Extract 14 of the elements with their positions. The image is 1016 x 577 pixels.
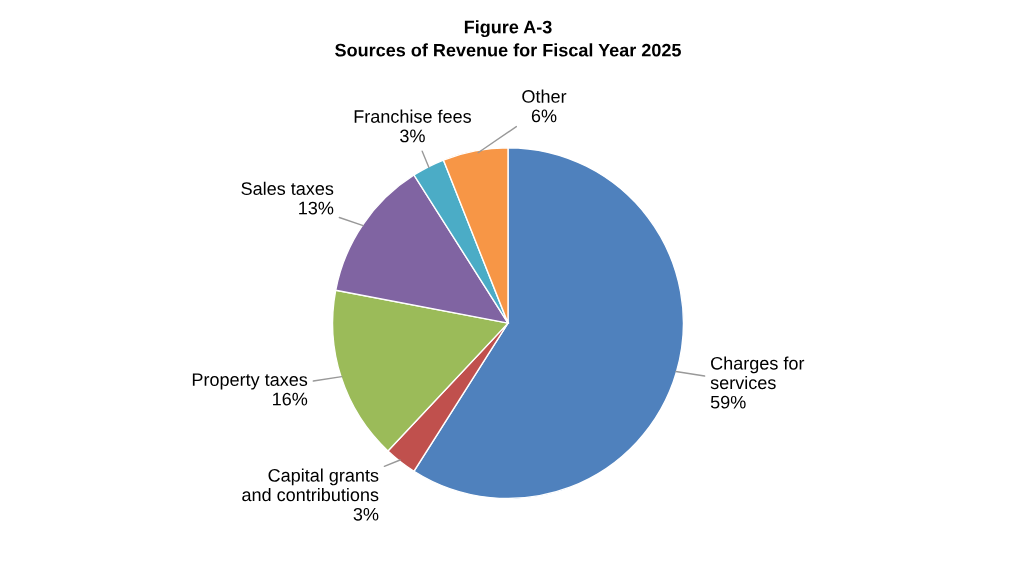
chart-subtitle: Sources of Revenue for Fiscal Year 2025 <box>335 43 681 57</box>
data-label: 3% <box>400 129 425 143</box>
slice-label: Property taxes <box>192 373 308 390</box>
slice-label: Franchise fees <box>354 109 471 123</box>
slice-label: Other <box>522 89 567 103</box>
data-label: 13% <box>299 201 334 215</box>
data-label: 16% <box>273 392 308 406</box>
chart-title: Figure A-3 <box>464 20 552 38</box>
data-label: 59% <box>710 395 746 409</box>
slice-label: Sales taxes <box>241 181 334 195</box>
slice-label: Capital grants and contributions <box>242 468 379 502</box>
data-label: 6% <box>531 109 557 123</box>
slice-label: Charges for services <box>710 356 805 390</box>
data-label: 3% <box>353 507 379 521</box>
